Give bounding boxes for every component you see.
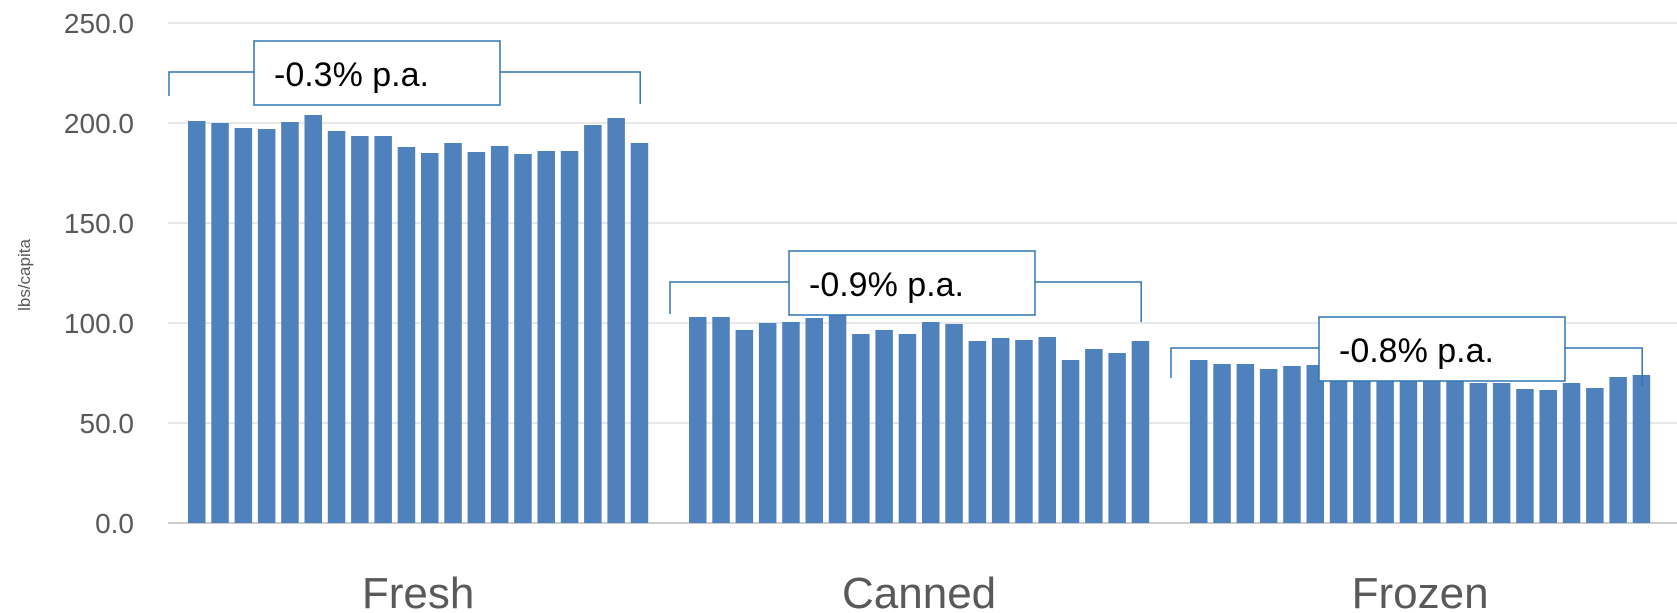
bar xyxy=(1469,383,1488,523)
bar xyxy=(782,322,800,523)
bar xyxy=(397,147,416,523)
bar xyxy=(968,341,987,523)
bar xyxy=(188,121,206,523)
bar xyxy=(735,330,754,523)
annotation-box xyxy=(788,250,1036,316)
bar xyxy=(1539,390,1557,523)
bar xyxy=(945,324,963,523)
bar xyxy=(852,334,870,523)
bar xyxy=(421,153,439,523)
bar xyxy=(712,317,730,523)
bar xyxy=(351,136,369,523)
bar xyxy=(1038,337,1056,523)
bar xyxy=(1015,340,1033,523)
bar xyxy=(1562,383,1581,523)
bar xyxy=(1085,349,1103,523)
bar xyxy=(1586,388,1604,523)
y-tick-label: 0.0 xyxy=(95,508,134,539)
bar xyxy=(1213,364,1231,523)
annotation-box xyxy=(253,40,501,106)
bar xyxy=(584,125,602,523)
bar xyxy=(1283,366,1301,523)
bar xyxy=(1306,365,1324,523)
annotation-label: -0.3% p.a. xyxy=(274,56,429,94)
bar xyxy=(1259,369,1278,523)
category-label: Fresh xyxy=(362,569,474,613)
bar xyxy=(630,143,649,523)
bars xyxy=(188,115,1651,523)
bar xyxy=(1423,380,1441,523)
bar xyxy=(898,334,917,523)
y-tick-label: 150.0 xyxy=(64,208,134,239)
bar xyxy=(537,151,555,523)
bar xyxy=(257,129,276,523)
bar xyxy=(327,131,346,523)
y-tick-label: 50.0 xyxy=(80,408,135,439)
y-axis-label: lbs/capita xyxy=(15,239,34,311)
bar xyxy=(211,123,229,523)
bar xyxy=(1516,389,1534,523)
bar xyxy=(281,122,299,523)
trend-annotations: -0.3% p.a. -0.9% p.a. -0.8% p.a. xyxy=(168,40,1643,386)
bar xyxy=(304,115,322,523)
bar xyxy=(1108,353,1126,523)
bar xyxy=(374,136,392,523)
annotation-label: -0.8% p.a. xyxy=(1339,332,1494,370)
category-label: Canned xyxy=(842,569,996,613)
y-axis-ticks: 0.0 50.0 100.0 150.0 200.0 250.0 xyxy=(64,8,134,539)
bar xyxy=(1190,360,1208,523)
bar xyxy=(1492,383,1511,523)
annotation-box xyxy=(1318,316,1566,382)
bar xyxy=(1353,377,1371,523)
y-tick-label: 100.0 xyxy=(64,308,134,339)
bar xyxy=(991,338,1010,523)
bar xyxy=(1632,375,1651,523)
bar xyxy=(805,318,823,523)
bar xyxy=(234,128,253,523)
bar xyxy=(607,118,625,523)
bar xyxy=(1399,379,1418,523)
bar xyxy=(875,330,893,523)
bar xyxy=(1061,360,1080,523)
bar xyxy=(1329,371,1348,523)
bar xyxy=(467,152,486,523)
bar xyxy=(1446,381,1464,523)
bar xyxy=(1236,364,1255,523)
bar xyxy=(758,323,777,523)
bar xyxy=(444,143,462,523)
y-tick-label: 250.0 xyxy=(64,8,134,39)
bar xyxy=(490,146,509,523)
category-labels: Fresh Canned Frozen xyxy=(362,569,1489,613)
bar xyxy=(560,151,579,523)
y-tick-label: 200.0 xyxy=(64,108,134,139)
category-label: Frozen xyxy=(1352,569,1489,613)
bar xyxy=(1609,377,1627,523)
bar xyxy=(689,317,707,523)
bar xyxy=(1131,341,1150,523)
bar xyxy=(514,154,532,523)
bar xyxy=(922,322,940,523)
bar xyxy=(828,311,847,523)
annotation-label: -0.9% p.a. xyxy=(809,266,964,304)
bar xyxy=(1376,377,1394,523)
